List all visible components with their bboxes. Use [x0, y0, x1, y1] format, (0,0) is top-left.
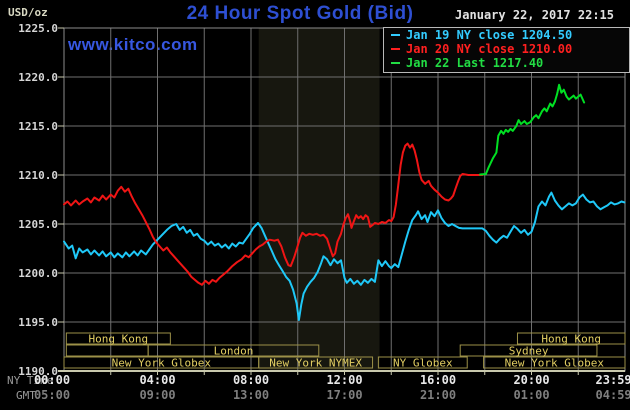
session-label: London — [214, 345, 254, 358]
x-tick-label-gmt: 01:00 — [513, 388, 550, 402]
nymex-session-band — [258, 28, 380, 371]
gmt-axis-label: GMT — [16, 389, 36, 402]
x-tick-label-ny: 23:59 — [595, 373, 630, 387]
price-line — [63, 191, 626, 321]
x-tick-label-gmt: 21:00 — [419, 388, 457, 402]
legend-item: Jan 22 Last 1217.40 — [384, 56, 629, 70]
session-box — [516, 332, 626, 345]
x-tick-label-gmt: 09:00 — [139, 388, 176, 402]
x-tick-label-ny: 20:00 — [513, 373, 550, 387]
y-tick-label: 1205.0 — [18, 218, 58, 231]
ny-time-axis-label: NY Time — [7, 374, 54, 387]
chart-datetime: January 22, 2017 22:15 — [455, 8, 614, 22]
y-tick-label: 1200.0 — [18, 267, 58, 280]
x-tick-label-gmt: 04:59 — [595, 388, 630, 402]
y-tick-label: 1210.0 — [18, 169, 58, 182]
session-box — [459, 344, 598, 357]
legend-line-marker — [391, 62, 400, 64]
y-axis-units-label: USD/oz — [8, 6, 48, 19]
session-box — [483, 356, 626, 369]
kitco-watermark-link: www.kitco.com — [68, 35, 198, 54]
session-label: Hong Kong — [89, 333, 149, 346]
legend-item-label: Jan 19 NY close 1204.50 — [406, 28, 573, 42]
session-label: New York Globex — [505, 357, 605, 370]
session-box — [65, 332, 171, 345]
x-tick-label-ny: 16:00 — [419, 373, 457, 387]
x-tick-label-ny: 08:00 — [232, 373, 270, 387]
x-tick-label-gmt: 05:00 — [33, 388, 71, 402]
x-tick-label-ny: 12:00 — [326, 373, 363, 387]
legend-line-marker — [391, 48, 400, 50]
session-box — [65, 344, 149, 357]
legend-box: Jan 19 NY close 1204.50 Jan 20 NY close 1… — [383, 27, 630, 73]
y-tick-label: 1225.0 — [18, 22, 58, 35]
legend-item: Jan 19 NY close 1204.50 — [384, 28, 629, 42]
session-label: NY Globex — [393, 357, 453, 370]
price-line — [63, 142, 484, 286]
session-label: Sydney — [509, 345, 549, 358]
session-box — [147, 344, 320, 357]
x-tick-label-gmt: 17:00 — [326, 388, 363, 402]
legend-line-marker — [391, 34, 400, 36]
y-tick-label: 1195.0 — [18, 316, 58, 329]
x-tick-label-gmt: 13:00 — [232, 388, 270, 402]
legend-item-label: Jan 22 Last 1217.40 — [406, 56, 544, 70]
x-tick-label-ny: 04:00 — [139, 373, 176, 387]
y-tick-label: 1215.0 — [18, 120, 58, 133]
x-tick-label-ny: 00:00 — [33, 373, 71, 387]
session-label: New York NYMEX — [269, 357, 362, 370]
price-line — [479, 83, 586, 176]
session-label: Hong Kong — [541, 333, 601, 346]
session-box — [258, 356, 374, 369]
y-tick-label: 1220.0 — [18, 71, 58, 84]
legend-item: Jan 20 NY close 1210.00 — [384, 42, 629, 56]
session-label: New York Globex — [112, 357, 212, 370]
legend-item-label: Jan 20 NY close 1210.00 — [406, 42, 573, 56]
session-box — [377, 356, 468, 369]
chart-title: 24 Hour Spot Gold (Bid) — [186, 3, 414, 24]
y-tick-label: 1190.0 — [18, 365, 58, 378]
